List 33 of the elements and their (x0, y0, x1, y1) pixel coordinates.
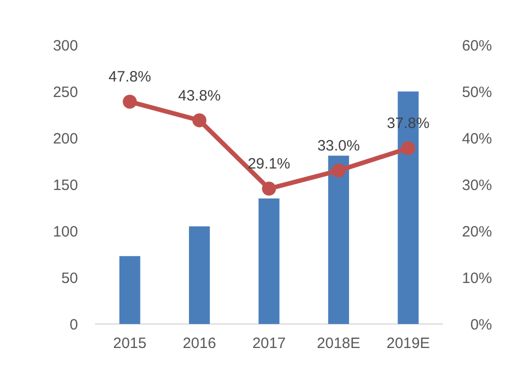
y2-tick-label: 40% (462, 130, 492, 148)
x-tick-label: 2018E (316, 335, 360, 352)
data-label: 37.8% (386, 115, 430, 132)
bar (258, 198, 280, 324)
y2-tick-label: 20% (462, 223, 492, 240)
y2-tick-label: 10% (462, 270, 492, 287)
x-tick-label: 2019E (386, 335, 430, 352)
y2-tick-label: 60% (462, 37, 492, 54)
x-tick-label: 2017 (252, 335, 286, 352)
bar (188, 226, 210, 324)
bar (328, 156, 350, 324)
y-tick-label: 150 (52, 176, 78, 194)
data-label: 43.8% (178, 87, 221, 104)
y2-tick-label: 30% (462, 176, 492, 194)
point (122, 94, 137, 109)
y-tick-label: 200 (52, 130, 78, 148)
x-tick-label: 2016 (182, 335, 216, 352)
data-label: 47.8% (108, 68, 152, 86)
y2-tick-label: 0% (470, 316, 492, 334)
point (332, 164, 346, 178)
y-tick-label: 300 (52, 37, 78, 54)
y-tick-label: 100 (52, 223, 78, 240)
y2-tick-label: 50% (462, 84, 492, 101)
x-tick-label: 2015 (113, 335, 146, 352)
y-tick-label: 50 (61, 270, 78, 287)
point (401, 141, 416, 156)
data-label: 33.0% (317, 138, 360, 155)
y-tick-label: 250 (52, 84, 78, 101)
point (262, 182, 276, 196)
point (192, 113, 206, 128)
y-tick-label: 0 (70, 316, 78, 334)
bar (119, 256, 140, 324)
data-label: 29.1% (248, 156, 290, 173)
